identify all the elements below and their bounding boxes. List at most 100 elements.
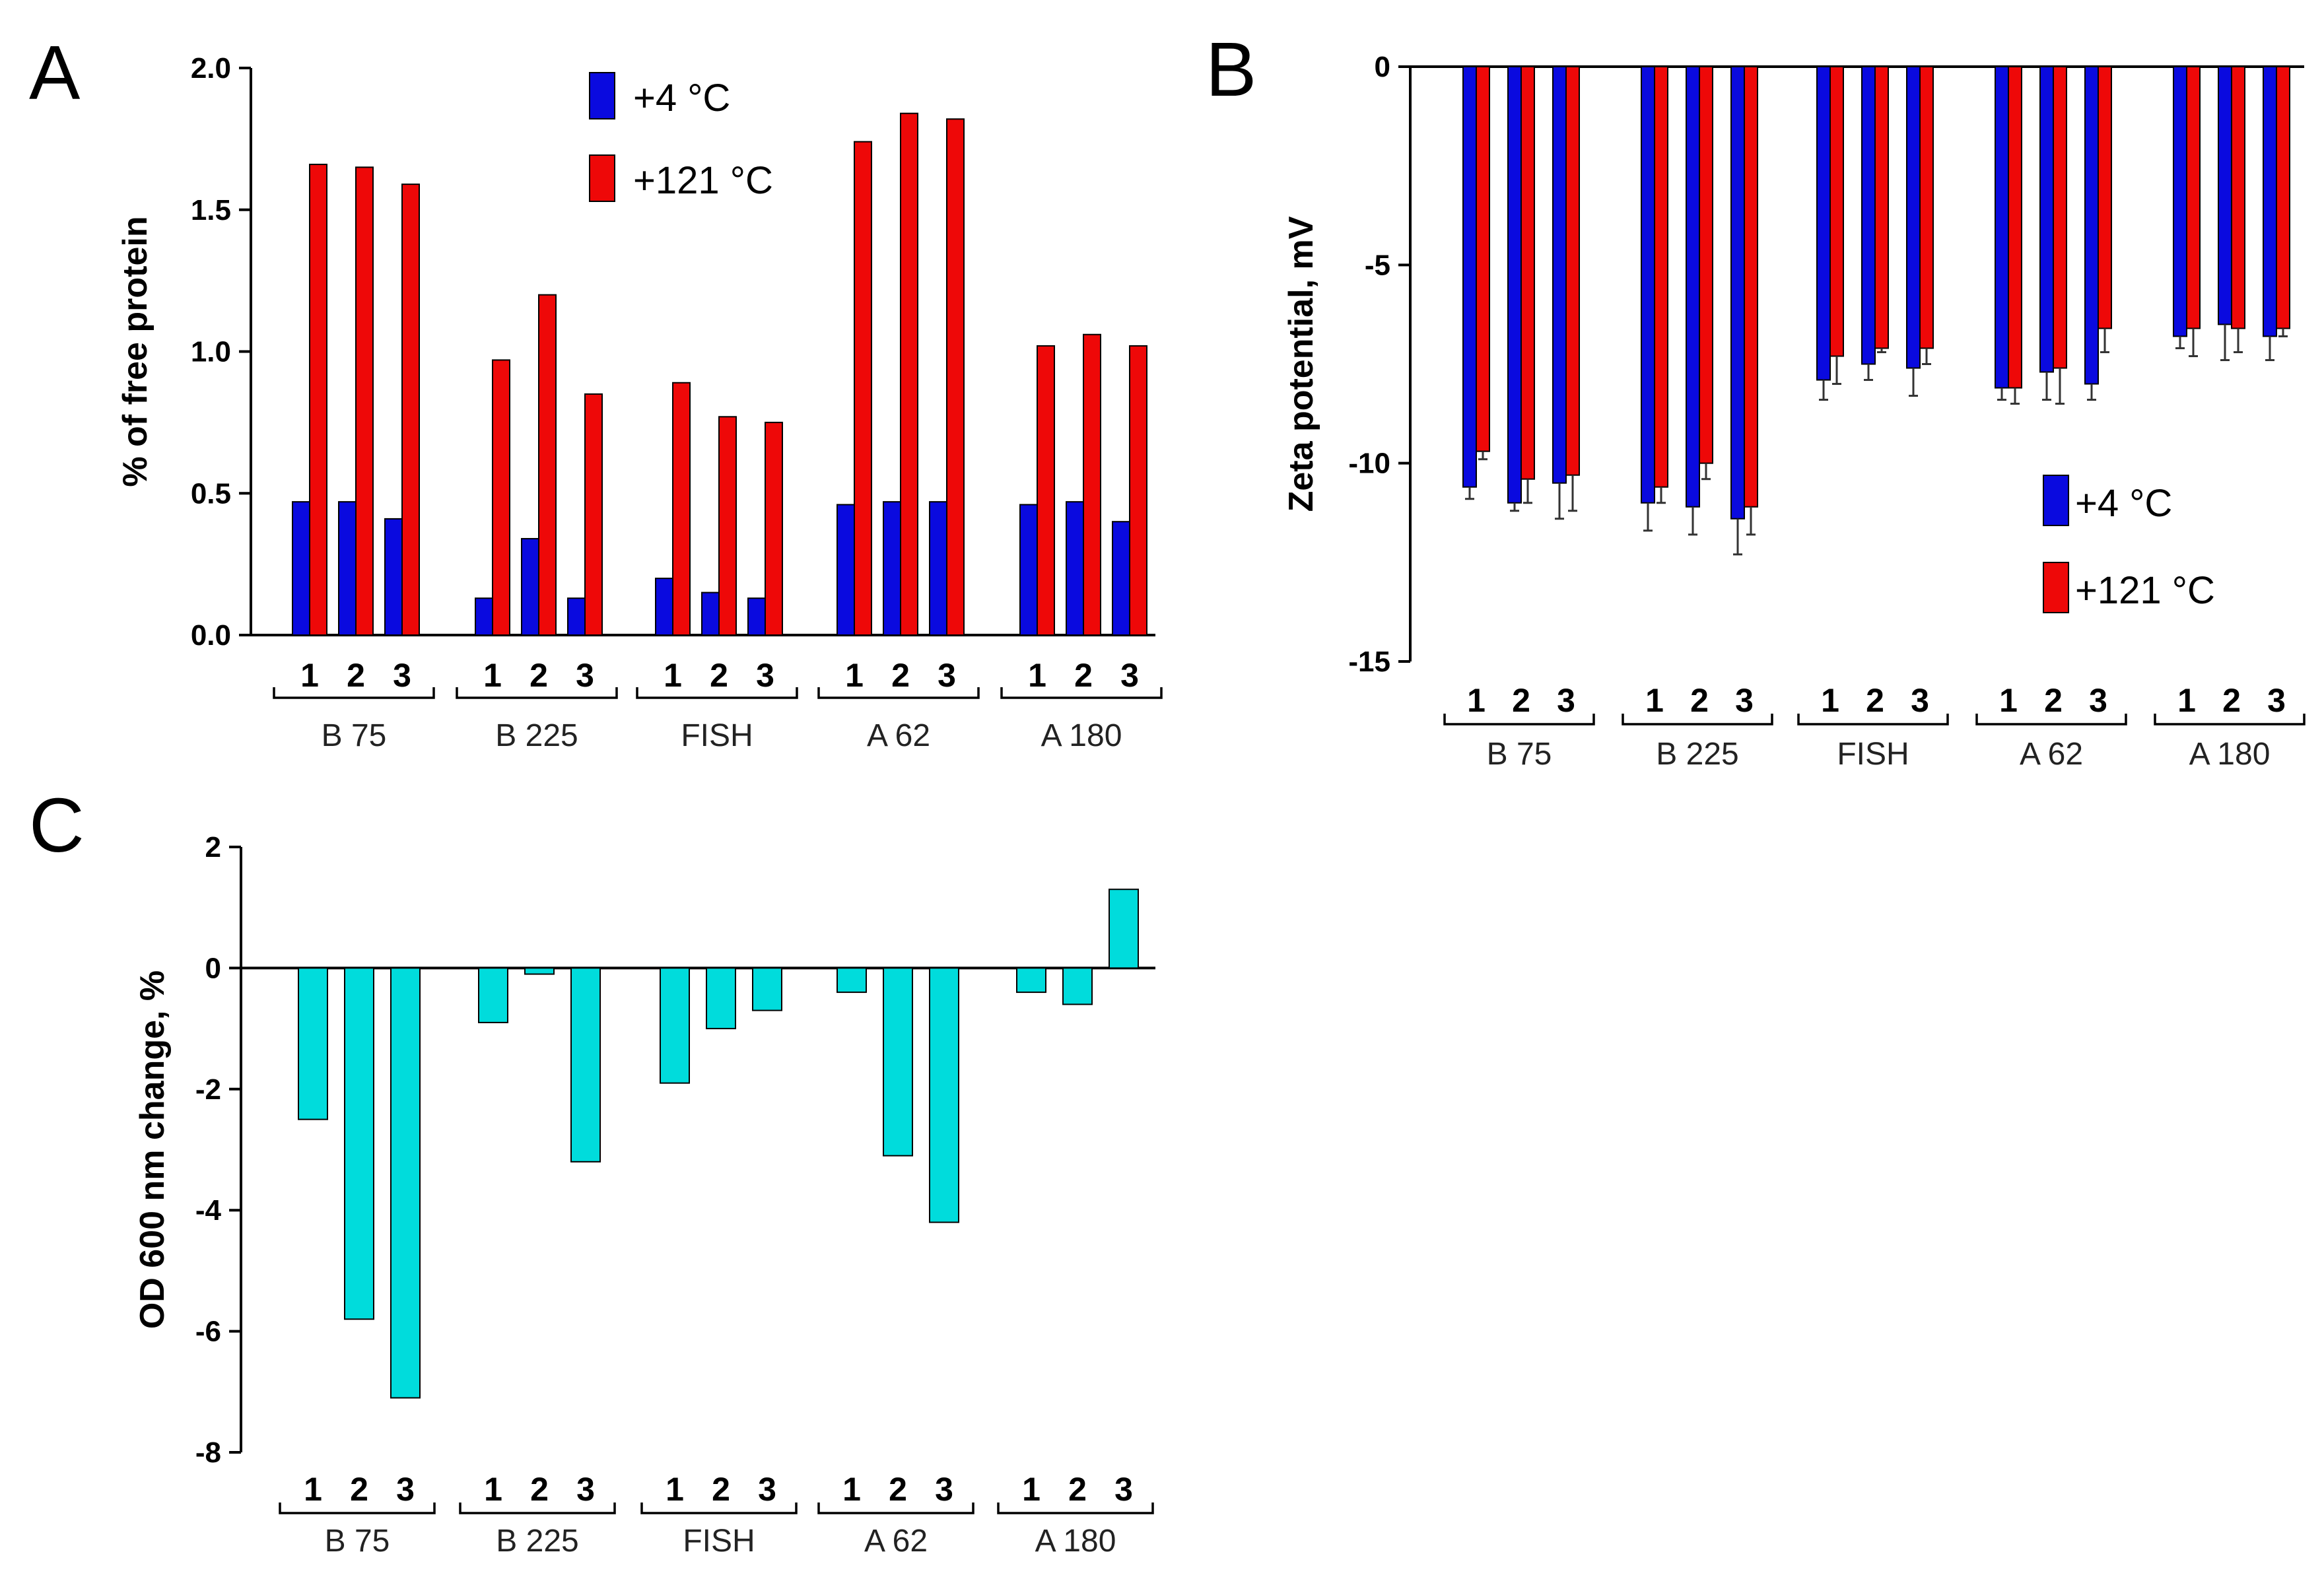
replicate-label: 3 [1911, 682, 1929, 719]
bar-hot-fish-rep3 [1919, 66, 1934, 349]
replicate-label: 3 [576, 1471, 595, 1508]
group-label: B 75 [1487, 737, 1552, 772]
bar-cold-fish-rep2 [1861, 66, 1876, 365]
y-tick-label: -10 [1348, 448, 1390, 480]
bar-hot-fish-rep2 [1874, 66, 1889, 349]
group-label: FISH [683, 1524, 755, 1559]
group-label: A 180 [1041, 718, 1122, 753]
y-tick-label: 2 [205, 831, 221, 863]
bar-hot-fish-rep1 [672, 382, 691, 636]
replicate-label: 1 [1467, 682, 1486, 719]
bar-cold-fish-rep2 [701, 591, 720, 636]
bar-od-a-62-rep3 [929, 967, 959, 1223]
replicate-label: 2 [1074, 657, 1093, 694]
replicate-label: 3 [1557, 682, 1575, 719]
y-tick-label: 0 [205, 952, 221, 984]
bar-hot-b-75-rep3 [401, 184, 420, 636]
bar-cold-b-225-rep2 [521, 537, 539, 636]
replicate-label: 1 [1999, 682, 2018, 719]
bar-cold-a-180-rep2 [1066, 501, 1084, 636]
group-bracket [640, 1503, 798, 1514]
y-tick-label: 0.0 [191, 619, 231, 652]
bar-od-fish-rep3 [752, 967, 782, 1011]
bar-cold-a-180-rep3 [1112, 521, 1130, 636]
bar-cold-fish-rep1 [1816, 66, 1831, 381]
replicate-label: 3 [935, 1471, 953, 1508]
replicate-label: 3 [756, 657, 774, 694]
y-tick-label: 2.0 [191, 52, 231, 84]
legend: +4 °C +121 °C [589, 72, 773, 202]
bar-od-b-225-rep3 [570, 967, 601, 1163]
bar-cold-b-225-rep3 [1730, 66, 1745, 520]
bar-cold-a-62-rep3 [2084, 66, 2099, 385]
group-bracket [273, 687, 435, 699]
y-tick-label: 0 [1375, 51, 1390, 83]
group-bracket [636, 687, 798, 699]
bar-cold-b-75-rep3 [384, 518, 403, 636]
replicate-label: 2 [889, 1471, 907, 1508]
replicate-label: 2 [530, 657, 548, 694]
group-bracket [997, 1503, 1154, 1514]
replicate-label: 2 [530, 1471, 549, 1508]
bar-hot-fish-rep3 [765, 421, 783, 636]
replicate-label: 3 [396, 1471, 415, 1508]
group-label: A 180 [2189, 737, 2271, 772]
bar-hot-a-62-rep2 [2053, 66, 2067, 369]
group-bracket [1000, 687, 1163, 699]
bar-hot-a-62-rep1 [854, 141, 872, 636]
bar-cold-fish-rep3 [1906, 66, 1921, 369]
bar-od-a-62-rep2 [883, 967, 913, 1157]
replicate-label: 1 [1022, 1471, 1041, 1508]
panel-letter: A [29, 30, 81, 116]
legend-label-hot: +121 °C [2075, 569, 2215, 612]
group-bracket [1622, 714, 1773, 726]
replicate-label: 1 [300, 657, 319, 694]
bar-od-b-75-rep1 [298, 967, 328, 1120]
y-tick-label: -8 [195, 1436, 221, 1469]
y-tick-label: -2 [195, 1073, 221, 1106]
bar-cold-a-62-rep2 [883, 501, 901, 636]
bar-od-a-180-rep2 [1062, 967, 1093, 1005]
group-bracket [459, 1503, 616, 1514]
bar-hot-b-225-rep2 [538, 294, 557, 636]
bar-hot-b-225-rep1 [492, 359, 510, 636]
group-bracket [817, 1503, 974, 1514]
legend-label-cold: +4 °C [633, 77, 730, 119]
bar-hot-a-62-rep3 [946, 118, 965, 636]
bar-hot-fish-rep2 [718, 416, 737, 636]
group-label: A 62 [864, 1524, 928, 1559]
bar-hot-a-180-rep3 [1129, 345, 1147, 636]
bar-cold-fish-rep3 [747, 597, 766, 636]
replicate-label: 3 [2089, 682, 2107, 719]
y-tick-label: -6 [195, 1316, 221, 1348]
bar-cold-b-75-rep2 [1507, 66, 1522, 504]
group-bracket [2154, 714, 2306, 726]
replicate-label: 2 [712, 1471, 730, 1508]
y-tick-label: 1.0 [191, 336, 231, 368]
bar-od-b-75-rep3 [390, 967, 421, 1399]
legend-swatch-hot [589, 154, 615, 202]
group-label: A 62 [867, 718, 930, 753]
replicate-label: 1 [666, 1471, 684, 1508]
replicate-label: 2 [2044, 682, 2063, 719]
replicate-label: 3 [938, 657, 956, 694]
replicate-label: 2 [1866, 682, 1884, 719]
bar-cold-a-180-rep3 [2263, 66, 2277, 337]
group-label: FISH [681, 718, 753, 753]
legend-swatch-cold [589, 72, 615, 119]
group-bracket [817, 687, 980, 699]
bar-hot-b-225-rep3 [584, 393, 603, 636]
y-tick-label: -4 [195, 1194, 222, 1227]
replicate-label: 1 [484, 1471, 502, 1508]
replicate-label: 2 [891, 657, 910, 694]
replicate-label: 1 [1821, 682, 1839, 719]
bar-hot-a-180-rep2 [2231, 66, 2245, 329]
legend-swatch-hot [2043, 562, 2069, 613]
bar-hot-fish-rep1 [1829, 66, 1844, 357]
bar-od-fish-rep2 [706, 967, 736, 1030]
bar-od-b-75-rep2 [344, 967, 374, 1320]
y-tick-label: 0.5 [191, 477, 231, 510]
bar-hot-b-75-rep1 [1476, 66, 1490, 452]
